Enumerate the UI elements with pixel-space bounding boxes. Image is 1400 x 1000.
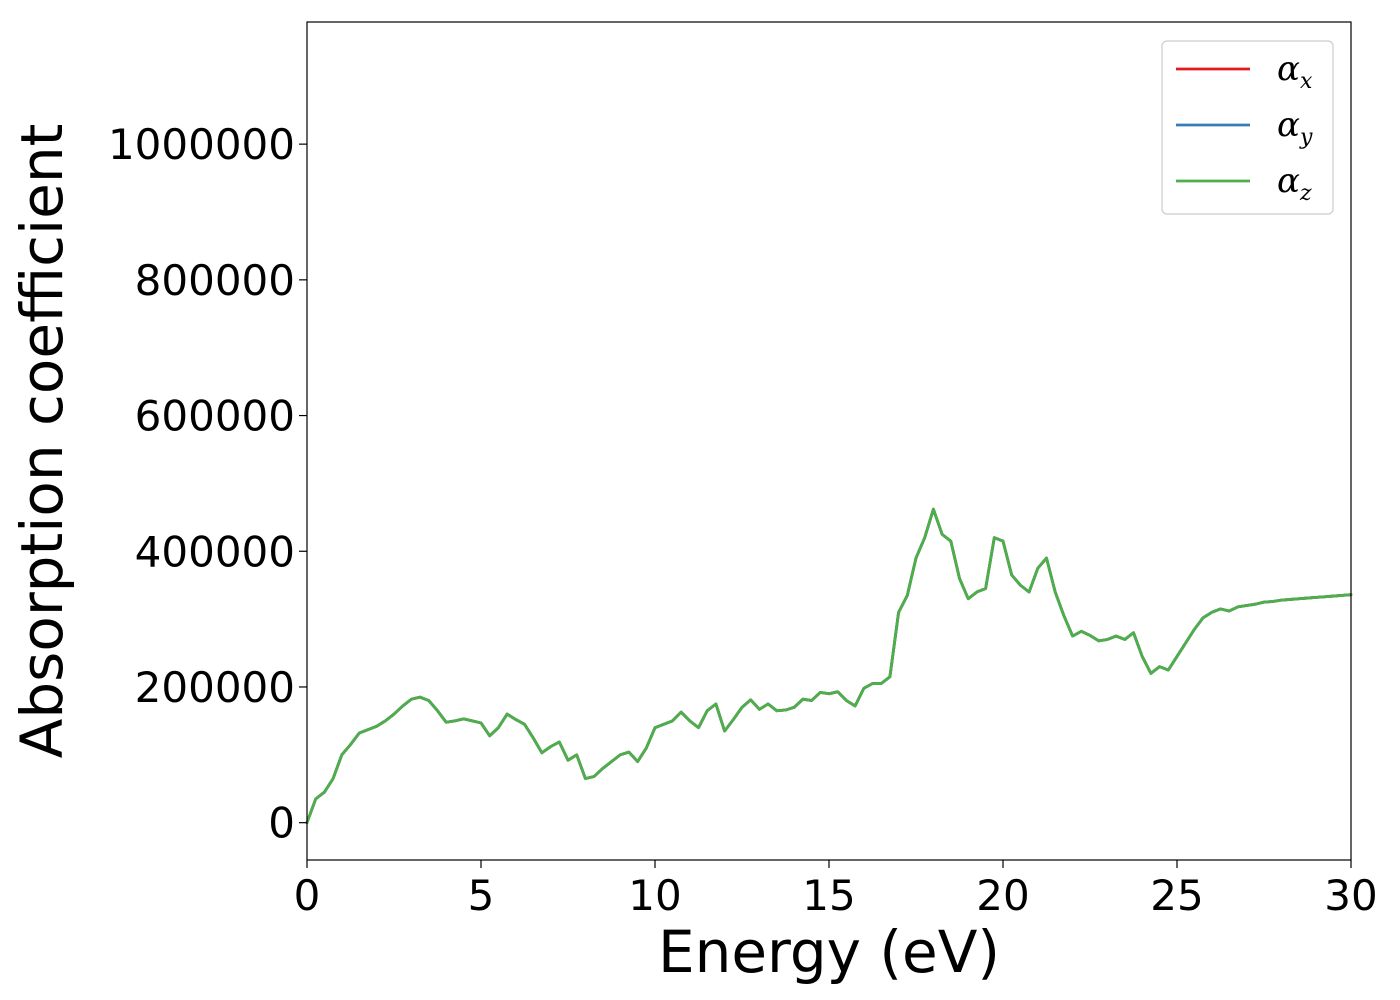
series-line-z bbox=[305, 507, 1353, 825]
series-layer bbox=[305, 507, 1353, 825]
legend-box bbox=[1161, 40, 1334, 215]
y-tick-label: 200000 bbox=[135, 663, 295, 712]
y-tick-label: 400000 bbox=[135, 527, 295, 576]
x-tick-label: 15 bbox=[802, 871, 855, 920]
y-tick-label: 0 bbox=[268, 799, 295, 848]
y-tick-label: 800000 bbox=[135, 256, 295, 305]
x-axis-ticks: 0 5 10 15 20 25 30 bbox=[294, 860, 1378, 920]
x-tick-label: 20 bbox=[976, 871, 1029, 920]
y-tick-label: 600000 bbox=[135, 392, 295, 441]
x-tick-label: 30 bbox=[1324, 871, 1377, 920]
y-axis-label: Absorption coefficient bbox=[8, 124, 76, 759]
x-tick-label: 5 bbox=[468, 871, 495, 920]
x-tick-label: 0 bbox=[294, 871, 321, 920]
x-tick-label: 25 bbox=[1150, 871, 1203, 920]
y-axis-ticks: 0 200000 400000 600000 800000 1000000 bbox=[108, 120, 307, 848]
x-axis-label: Energy (eV) bbox=[658, 918, 1000, 986]
y-tick-label: 1000000 bbox=[108, 120, 295, 169]
x-tick-label: 10 bbox=[628, 871, 681, 920]
